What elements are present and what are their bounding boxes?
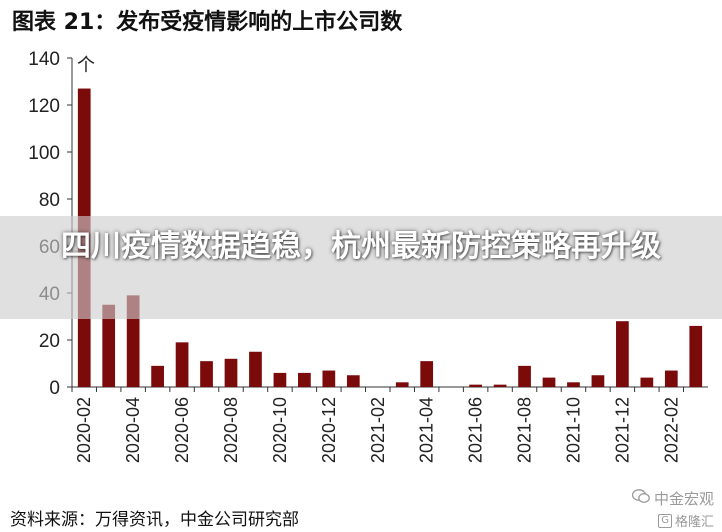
bar-2021-10 — [567, 382, 580, 387]
bar-2020-11 — [298, 372, 311, 387]
bar-2020-12 — [322, 370, 336, 387]
bar-2022-02 — [664, 370, 678, 387]
bar-2020-03 — [102, 304, 116, 387]
bar-2021-04 — [420, 361, 434, 387]
x-tick-label: 2022-02 — [661, 397, 681, 463]
x-tick-label: 2020-02 — [74, 397, 94, 463]
x-tick-label: 2020-12 — [319, 397, 339, 463]
x-tick-label: 2021-10 — [563, 397, 583, 463]
y-tick-label: 0 — [49, 378, 60, 399]
bar-2020-10 — [273, 372, 287, 387]
bar-2020-08 — [224, 358, 238, 387]
x-tick-label: 2020-08 — [221, 397, 241, 463]
bar-2020-07 — [200, 361, 213, 387]
y-axis-unit-label: 个 — [77, 55, 95, 76]
watermark-account: 中金宏观 — [653, 490, 714, 508]
x-tick-label: 2021-02 — [368, 397, 388, 463]
y-tick-label: 80 — [39, 190, 60, 211]
bar-2020-06 — [175, 342, 189, 387]
bar-2022-03 — [689, 325, 703, 387]
chart-title: 图表 21：发布受疫情影响的上市公司数 — [12, 10, 403, 35]
source-note: 资料来源：万得资讯，中金公司研究部 — [10, 510, 299, 530]
bar-2021-07 — [493, 384, 507, 387]
y-tick-label: 140 — [28, 49, 60, 70]
y-tick-label: 120 — [28, 96, 60, 117]
bar-2020-05 — [151, 365, 164, 387]
y-tick-label: 100 — [28, 143, 60, 164]
x-tick-label: 2020-10 — [270, 397, 290, 463]
x-tick-label: 2021-06 — [466, 397, 486, 463]
headline-text[interactable]: 四川疫情数据趋稳，杭州最新防控策略再升级 — [61, 229, 661, 264]
bar-2021-06 — [469, 384, 482, 387]
watermark: 中金宏观 G 格隆汇 — [631, 488, 714, 530]
bar-2021-01 — [346, 375, 360, 387]
brand-logo-icon: G — [658, 513, 672, 528]
bar-2021-12 — [616, 321, 629, 387]
bar-2020-09 — [249, 351, 262, 387]
tick-labels: 020406080100120140个2020-022020-042020-06… — [28, 49, 681, 463]
x-tick-label: 2020-06 — [172, 397, 192, 463]
bar-2021-03 — [395, 382, 409, 387]
watermark-brand: 格隆汇 — [674, 515, 714, 530]
x-tick-label: 2021-12 — [612, 397, 632, 463]
bar-2021-11 — [591, 375, 605, 387]
x-tick-label: 2021-04 — [417, 397, 437, 463]
bar-2022-01 — [640, 377, 654, 387]
bar-2021-09 — [542, 377, 556, 387]
y-tick-label: 20 — [39, 331, 60, 352]
headline-overlay-band — [0, 216, 722, 319]
wechat-icon — [631, 489, 650, 508]
x-tick-label: 2020-04 — [123, 397, 143, 463]
bar-2021-08 — [518, 365, 531, 387]
x-tick-label: 2021-08 — [515, 397, 535, 463]
